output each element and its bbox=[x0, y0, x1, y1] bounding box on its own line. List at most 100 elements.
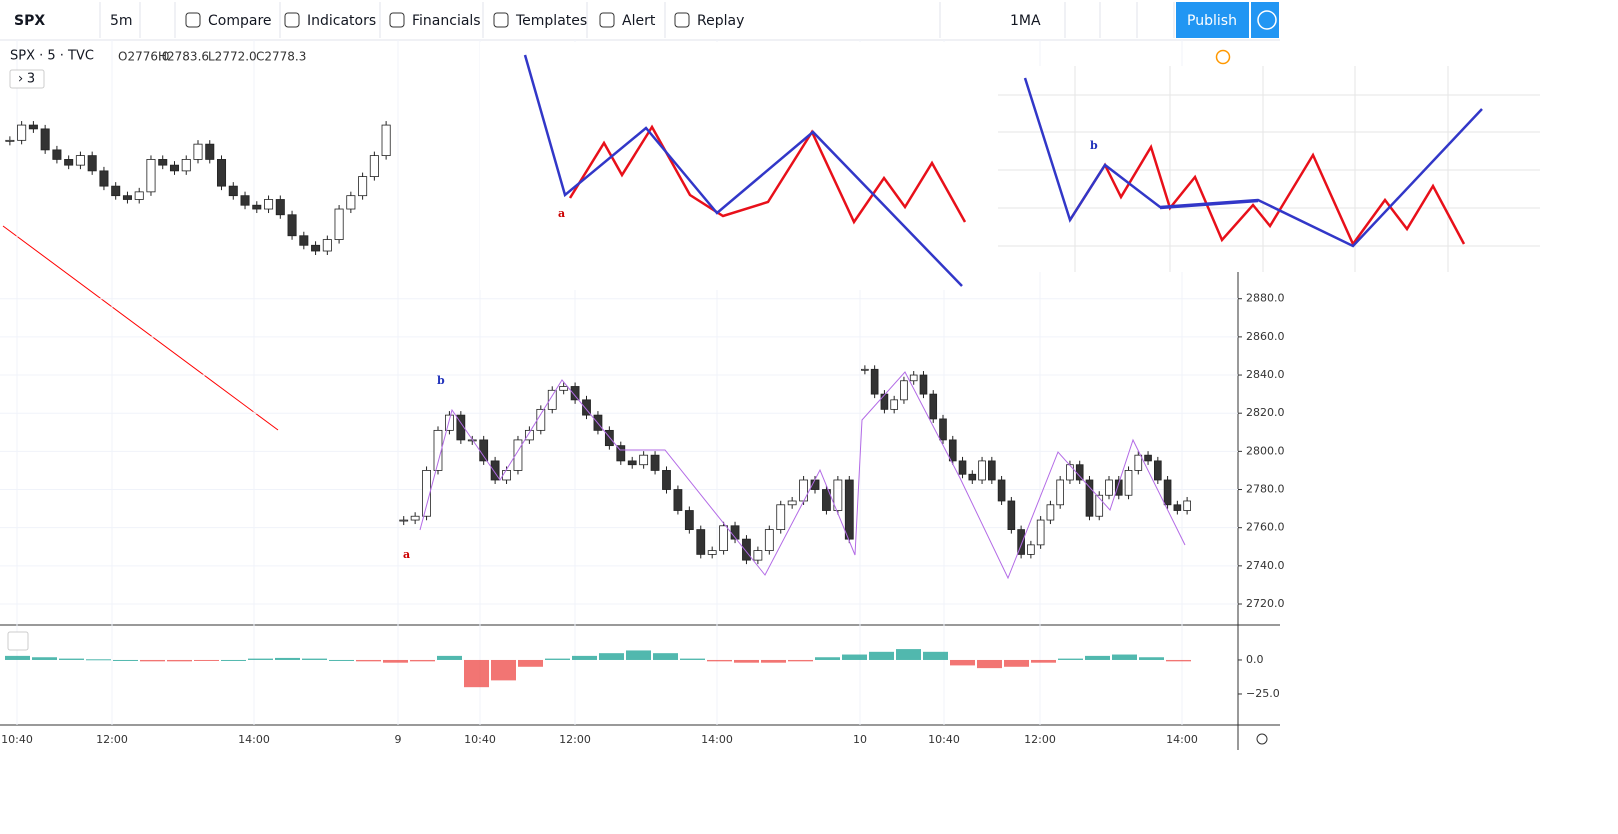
macd-bar bbox=[950, 659, 975, 666]
macd-bar bbox=[1031, 659, 1056, 663]
interval[interactable]: 5m bbox=[110, 13, 133, 29]
overlay-left-blue bbox=[523, 54, 963, 287]
macd-bar bbox=[356, 659, 381, 662]
overlay-left-red bbox=[568, 124, 967, 225]
label-a: a bbox=[558, 207, 565, 220]
candle bbox=[346, 195, 356, 210]
toolbar-button[interactable]: Financials bbox=[412, 13, 481, 29]
toolbar bbox=[0, 0, 1280, 40]
y-tick-label: 2740.0 bbox=[1246, 559, 1285, 572]
x-tick-label: 10 bbox=[853, 733, 867, 746]
macd-bar bbox=[734, 659, 759, 663]
symbol[interactable]: SPX bbox=[14, 13, 45, 29]
macd-bar bbox=[59, 658, 84, 660]
candle bbox=[604, 429, 614, 447]
candle bbox=[880, 393, 889, 410]
macd-bar bbox=[491, 659, 516, 681]
candle bbox=[399, 519, 409, 522]
candle bbox=[570, 386, 580, 401]
candle bbox=[890, 399, 898, 410]
zigzag bbox=[419, 371, 1186, 580]
collapse-button[interactable] bbox=[9, 69, 45, 89]
toolbar-button[interactable]: Alert bbox=[622, 13, 656, 29]
publish-label[interactable]: Publish bbox=[1187, 13, 1237, 29]
candle bbox=[122, 195, 132, 200]
candle bbox=[707, 550, 717, 555]
legend-title: SPX · 5 · TVC bbox=[10, 49, 94, 64]
candle bbox=[939, 418, 947, 441]
macd-bar bbox=[464, 659, 489, 688]
candle bbox=[662, 470, 671, 490]
candle bbox=[169, 164, 179, 172]
alert-icon[interactable] bbox=[1215, 49, 1231, 65]
candle bbox=[559, 386, 569, 391]
settings-icon[interactable] bbox=[1256, 733, 1268, 745]
macd-bar bbox=[32, 657, 57, 660]
candle bbox=[547, 389, 557, 410]
candle bbox=[1114, 479, 1123, 496]
layout-name[interactable]: 1MA bbox=[1010, 13, 1041, 29]
macd-bar bbox=[1004, 659, 1029, 667]
candle bbox=[456, 414, 466, 441]
candle bbox=[146, 159, 156, 193]
candle bbox=[753, 550, 763, 561]
macd-bar bbox=[86, 659, 111, 661]
toolbar-icon bbox=[284, 12, 300, 28]
x-tick-label: 12:00 bbox=[559, 733, 591, 746]
macd-bar bbox=[1139, 657, 1164, 660]
candle bbox=[311, 244, 321, 252]
candle bbox=[742, 538, 751, 561]
toolbar-button[interactable]: Indicators bbox=[307, 13, 376, 29]
macd-bar bbox=[545, 658, 570, 660]
y-tick-label: 2800.0 bbox=[1246, 444, 1285, 457]
x-tick-label: 14:00 bbox=[238, 733, 270, 746]
candle bbox=[334, 208, 344, 240]
candle bbox=[1154, 460, 1162, 481]
candle bbox=[719, 525, 729, 551]
y-tick-label: 2760.0 bbox=[1246, 521, 1285, 534]
collapse-count[interactable]: 3 bbox=[27, 72, 35, 87]
label-b: b bbox=[437, 374, 445, 387]
candle bbox=[1085, 479, 1094, 517]
candle bbox=[1163, 479, 1172, 506]
candle bbox=[909, 374, 918, 382]
x-tick-label: 10:40 bbox=[464, 733, 496, 746]
label-a: a bbox=[403, 548, 410, 561]
candle bbox=[28, 124, 38, 130]
macd-toggle[interactable] bbox=[7, 631, 29, 651]
candle bbox=[673, 489, 683, 511]
candle bbox=[1027, 544, 1035, 555]
macd-bar bbox=[167, 659, 192, 662]
x-tick-label: 14:00 bbox=[1166, 733, 1198, 746]
macd-bar bbox=[518, 659, 543, 667]
collapse-arrow: › bbox=[18, 72, 23, 87]
toolbar-button[interactable]: Replay bbox=[697, 13, 744, 29]
ohlc-value: C2778.3 bbox=[256, 50, 306, 64]
overlay-right-flat bbox=[1159, 199, 1259, 210]
candle bbox=[479, 439, 489, 462]
x-tick-label: 14:00 bbox=[701, 733, 733, 746]
candle bbox=[1066, 464, 1074, 481]
overlay-left bbox=[480, 42, 998, 290]
y-tick-label: 2780.0 bbox=[1246, 483, 1285, 496]
publish-button[interactable] bbox=[1176, 2, 1249, 38]
candle bbox=[919, 374, 928, 395]
overlay-right bbox=[998, 66, 1540, 272]
candle bbox=[99, 170, 109, 187]
candle bbox=[369, 155, 379, 177]
macd-bar bbox=[113, 659, 138, 661]
candle bbox=[490, 460, 500, 481]
toolbar-button[interactable]: Compare bbox=[208, 13, 272, 29]
candle bbox=[264, 199, 274, 210]
play-button[interactable] bbox=[1251, 2, 1279, 38]
toolbar-icon bbox=[185, 12, 201, 28]
candle bbox=[513, 439, 523, 471]
toolbar-button[interactable]: Templates bbox=[515, 13, 587, 29]
candle bbox=[216, 159, 227, 187]
macd-bar bbox=[194, 659, 219, 661]
candle bbox=[582, 399, 591, 416]
candle bbox=[181, 159, 191, 172]
macd-bar bbox=[1166, 659, 1191, 662]
macd-bar bbox=[761, 659, 786, 663]
